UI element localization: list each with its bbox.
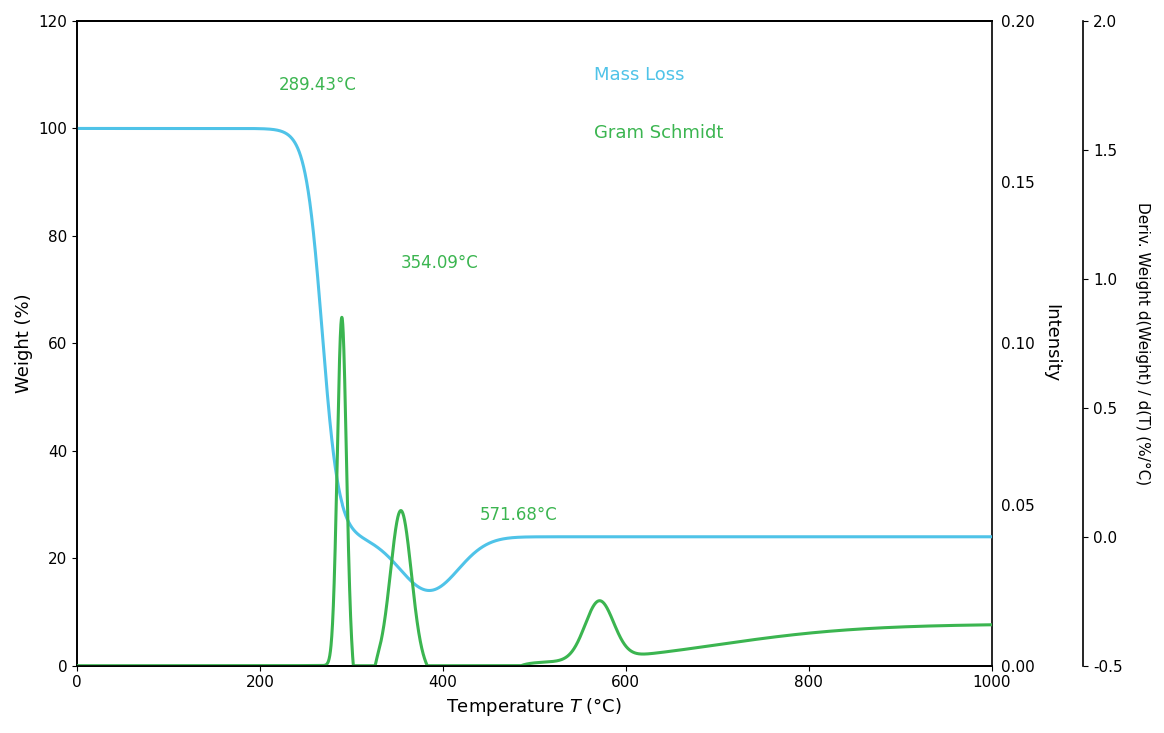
Text: Mass Loss: Mass Loss [594,66,684,84]
Text: 571.68°C: 571.68°C [480,507,558,524]
Text: 289.43°C: 289.43°C [278,76,356,95]
X-axis label: Temperature $\mathit{T}$ (°C): Temperature $\mathit{T}$ (°C) [447,696,623,718]
Y-axis label: Intensity: Intensity [1042,304,1060,383]
Text: Gram Schmidt: Gram Schmidt [594,124,723,142]
Y-axis label: Deriv. Weight d(Weight) / d(Τ) (%/°C): Deriv. Weight d(Weight) / d(Τ) (%/°C) [1135,202,1150,485]
Y-axis label: Weight (%): Weight (%) [15,293,33,393]
Text: 354.09°C: 354.09°C [400,254,478,272]
